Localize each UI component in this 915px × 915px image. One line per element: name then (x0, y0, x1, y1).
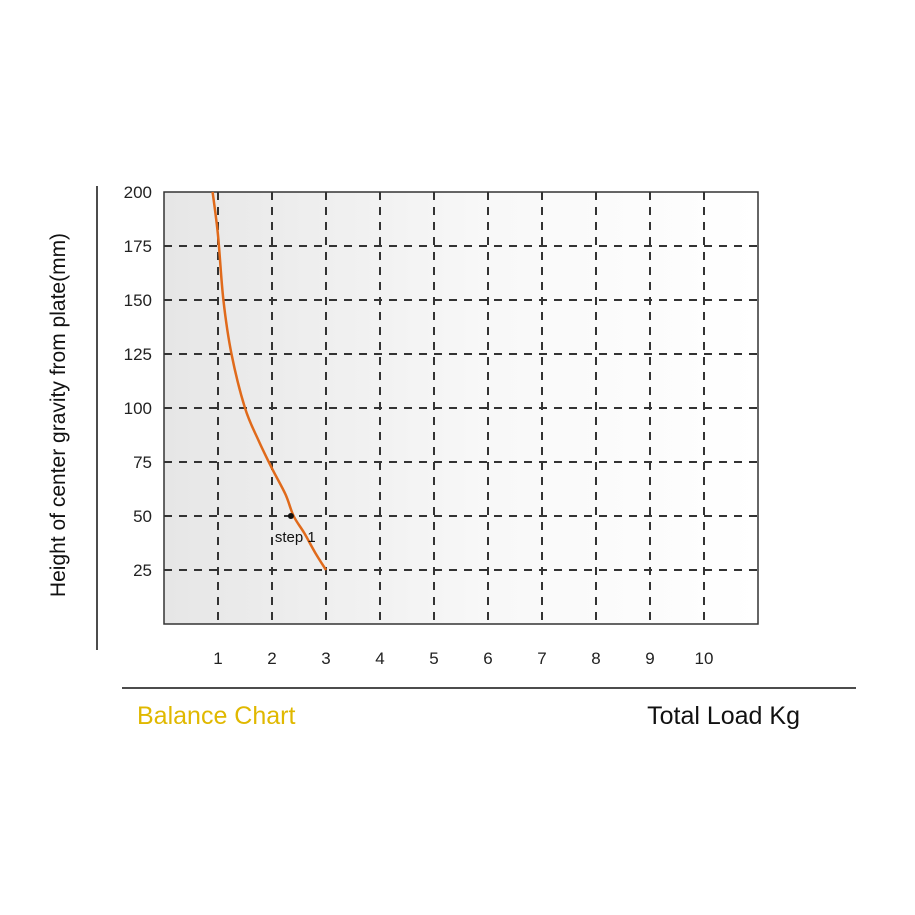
x-tick-labels: 1 2 3 4 5 6 7 8 9 10 (213, 649, 713, 668)
y-tick-label: 150 (124, 291, 152, 310)
y-tick-labels: 25 50 75 100 125 150 175 200 (124, 183, 152, 580)
y-tick-label: 75 (133, 453, 152, 472)
x-axis-label: Total Load Kg (647, 702, 800, 730)
y-tick-label: 175 (124, 237, 152, 256)
plot-area (163, 191, 759, 625)
annotation-point (287, 513, 294, 519)
series-line (211, 191, 328, 571)
chart-caption: Balance Chart (137, 702, 295, 730)
x-tick-label: 9 (645, 649, 654, 668)
y-tick-label: 125 (124, 345, 152, 364)
y-tick-label: 200 (124, 183, 152, 202)
y-axis-label: Height of center gravity from plate(mm) (47, 233, 70, 597)
x-tick-label: 3 (321, 649, 330, 668)
x-tick-label: 1 (213, 649, 222, 668)
series-group (211, 191, 328, 571)
grid-lines (164, 192, 758, 624)
x-tick-label: 2 (267, 649, 276, 668)
annotations: step 1 (275, 513, 316, 546)
x-tick-label: 8 (591, 649, 600, 668)
y-tick-label: 100 (124, 399, 152, 418)
x-tick-label: 4 (375, 649, 384, 668)
y-tick-label: 50 (133, 507, 152, 526)
annotation-label: step 1 (275, 529, 316, 546)
y-tick-label: 25 (133, 561, 152, 580)
x-tick-label: 7 (537, 649, 546, 668)
x-tick-label: 10 (695, 649, 714, 668)
x-tick-label: 6 (483, 649, 492, 668)
x-tick-label: 5 (429, 649, 438, 668)
